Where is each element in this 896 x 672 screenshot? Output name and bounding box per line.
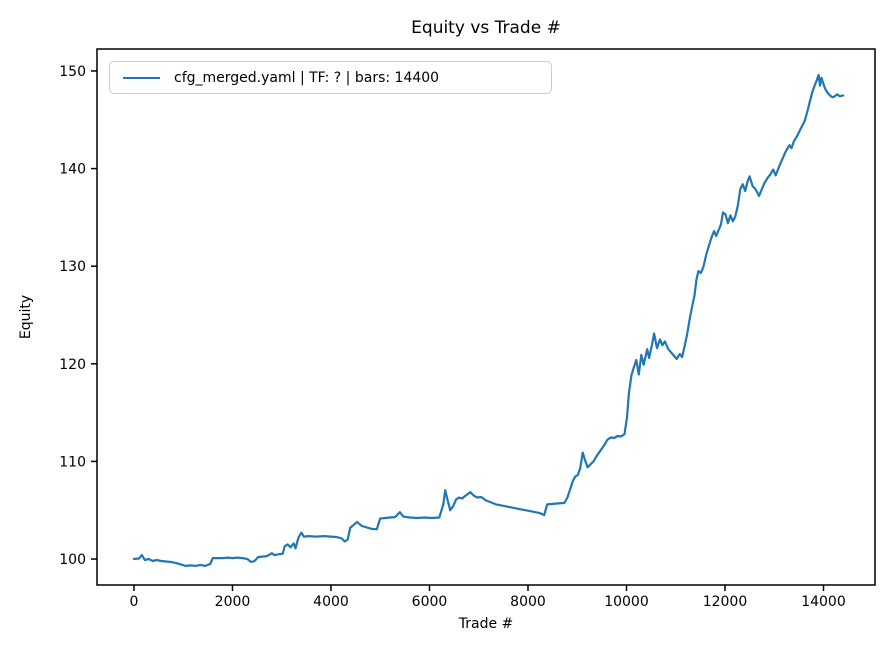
legend: cfg_merged.yaml | TF: ? | bars: 14400 [109,61,552,94]
y-tick-label: 150 [59,64,86,80]
y-tick-label: 140 [59,162,86,178]
x-tick-label: 2000 [215,594,251,610]
x-tick-label: 10000 [604,594,649,610]
equity-line [132,73,845,568]
chart-title: Equity vs Trade # [411,18,561,38]
x-tick-label: 6000 [412,594,448,610]
legend-line-sample [123,76,160,79]
x-tick-label: 14000 [801,594,846,610]
y-tick-label: 100 [59,552,86,568]
x-tick-label: 8000 [510,594,546,610]
legend-label: cfg_merged.yaml | TF: ? | bars: 14400 [174,69,440,86]
y-tick-label: 120 [59,357,86,373]
y-tick-label: 110 [59,454,86,470]
x-axis-label: Trade # [458,616,514,632]
x-tick-label: 4000 [313,594,349,610]
axes-spines [96,48,876,586]
x-tick-label: 0 [130,594,139,610]
x-tick-label: 12000 [703,594,748,610]
y-tick-label: 130 [59,259,86,275]
axis-ticks: 0 2000 4000 6000 8000 10000 12000 14000 100 110 12… [59,64,845,610]
